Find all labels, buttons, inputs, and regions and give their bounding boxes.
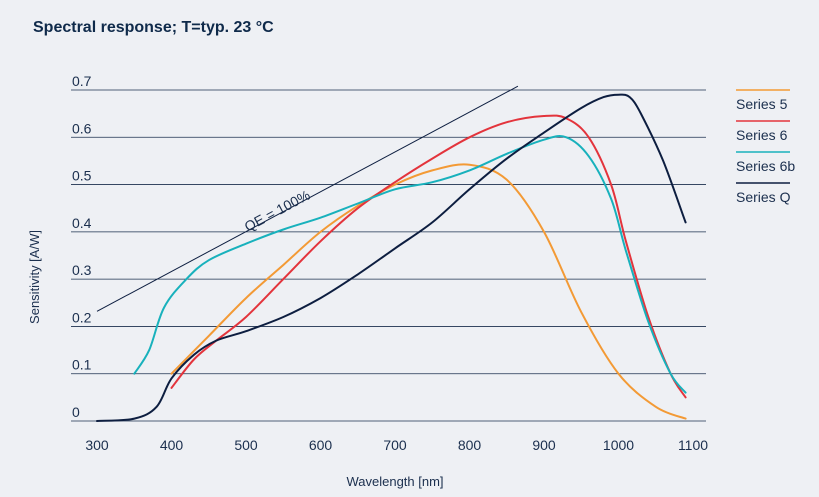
x-tick-label: 1000 (603, 437, 634, 453)
chart-title: Spectral response; T=typ. 23 °C (33, 19, 274, 36)
legend-label-series-6b: Series 6b (736, 158, 795, 174)
y-tick-label: 0.2 (72, 309, 92, 325)
series-line-series-q (96, 93, 687, 422)
y-axis-label: Sensitivity [A/W] (27, 230, 42, 324)
x-tick-label: 800 (458, 437, 482, 453)
y-tick-label: 0.4 (72, 215, 92, 231)
x-tick-label: 400 (160, 437, 184, 453)
y-tick-label: 0.7 (72, 73, 92, 89)
x-tick-label: 1100 (678, 437, 708, 453)
legend-label-series-6: Series 6 (736, 127, 788, 143)
y-tick-label: 0.1 (72, 357, 92, 373)
qe-100-line (96, 85, 519, 312)
y-tick-label: 0.3 (72, 262, 92, 278)
series-line-series-5 (170, 163, 687, 420)
series-line-series-6b (133, 135, 687, 394)
x-tick-label: 700 (383, 437, 407, 453)
x-tick-label: 900 (532, 437, 556, 453)
series-line-series-6 (170, 114, 687, 399)
qe-annotation: QE = 100% (242, 187, 313, 235)
x-tick-label: 300 (85, 437, 109, 453)
legend-label-series-q: Series Q (736, 189, 791, 205)
x-tick-label: 500 (234, 437, 258, 453)
x-axis-label: Wavelength [nm] (346, 474, 443, 489)
y-tick-label: 0.5 (72, 168, 92, 184)
legend-label-series-5: Series 5 (736, 96, 788, 112)
x-tick-label: 600 (309, 437, 333, 453)
y-tick-label: 0.6 (72, 120, 92, 136)
y-tick-label: 0 (72, 404, 80, 420)
